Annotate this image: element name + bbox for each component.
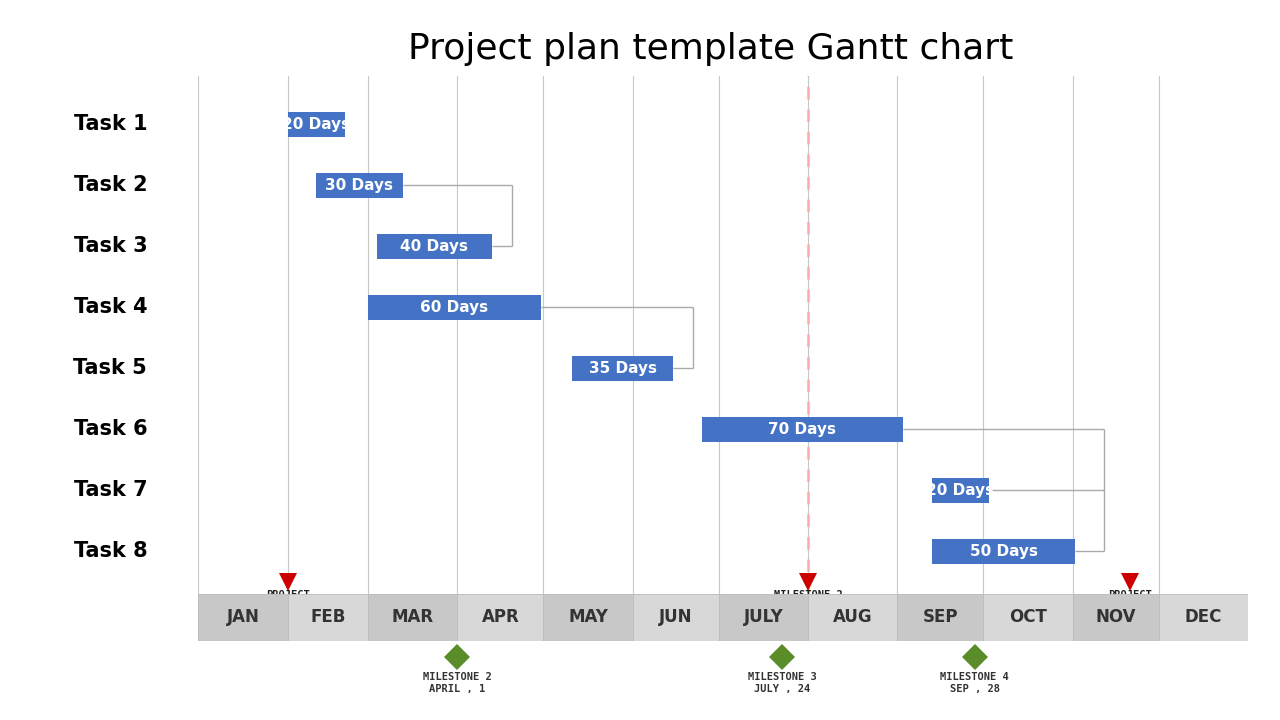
- Text: JAN: JAN: [227, 608, 260, 626]
- Text: Task 7: Task 7: [73, 480, 147, 500]
- Text: Task 8: Task 8: [73, 541, 147, 562]
- Text: APR: APR: [481, 608, 520, 626]
- Text: NOV: NOV: [1096, 608, 1135, 626]
- Text: MILESTONE 2
APRIL , 1: MILESTONE 2 APRIL , 1: [422, 672, 492, 694]
- Text: 20 Days: 20 Days: [927, 483, 995, 498]
- Bar: [376, 233, 492, 259]
- Text: JULY: JULY: [744, 608, 783, 626]
- Bar: [572, 356, 673, 381]
- Text: MAR: MAR: [392, 608, 434, 626]
- Bar: [719, 594, 808, 641]
- Text: Task 6: Task 6: [73, 419, 147, 439]
- Bar: [1158, 594, 1248, 641]
- Bar: [288, 594, 369, 641]
- Text: MAY: MAY: [568, 608, 608, 626]
- Bar: [701, 417, 902, 442]
- Text: MILESTONE 2: MILESTONE 2: [773, 590, 842, 600]
- Bar: [808, 594, 897, 641]
- Bar: [897, 594, 983, 641]
- Bar: [983, 594, 1073, 641]
- Bar: [457, 594, 544, 641]
- Bar: [932, 477, 989, 503]
- Text: 50 Days: 50 Days: [969, 544, 1038, 559]
- Text: 70 Days: 70 Days: [768, 422, 836, 437]
- Bar: [316, 173, 403, 198]
- Text: Task 1: Task 1: [73, 114, 147, 135]
- Text: PROJECT
END NOV, 20: PROJECT END NOV, 20: [1096, 590, 1165, 611]
- Text: 35 Days: 35 Days: [589, 361, 657, 376]
- Text: PROJECT
START FEB 1: PROJECT START FEB 1: [253, 590, 321, 611]
- Bar: [632, 594, 719, 641]
- Text: 20 Days: 20 Days: [282, 117, 351, 132]
- Text: 30 Days: 30 Days: [325, 178, 393, 193]
- Text: 40 Days: 40 Days: [401, 239, 468, 254]
- Bar: [288, 112, 346, 138]
- Text: DEC: DEC: [1185, 608, 1222, 626]
- Text: 60 Days: 60 Days: [420, 300, 489, 315]
- Text: OCT: OCT: [1009, 608, 1047, 626]
- Text: FEB: FEB: [310, 608, 346, 626]
- Bar: [932, 539, 1075, 564]
- Bar: [369, 594, 457, 641]
- Bar: [369, 294, 540, 320]
- Text: Task 4: Task 4: [73, 297, 147, 318]
- Text: MILESTONE 4
SEP , 28: MILESTONE 4 SEP , 28: [941, 672, 1009, 694]
- Bar: [544, 594, 632, 641]
- Text: Task 3: Task 3: [73, 236, 147, 256]
- Text: AUG: AUG: [833, 608, 873, 626]
- Text: Project plan template Gantt chart: Project plan template Gantt chart: [408, 32, 1012, 66]
- Text: SEP: SEP: [923, 608, 957, 626]
- Text: MILESTONE 3
JULY , 24: MILESTONE 3 JULY , 24: [748, 672, 817, 694]
- Text: Task 2: Task 2: [73, 176, 147, 195]
- Bar: [198, 594, 288, 641]
- Text: JUN: JUN: [659, 608, 692, 626]
- Bar: [1073, 594, 1158, 641]
- Text: Task 5: Task 5: [73, 359, 147, 378]
